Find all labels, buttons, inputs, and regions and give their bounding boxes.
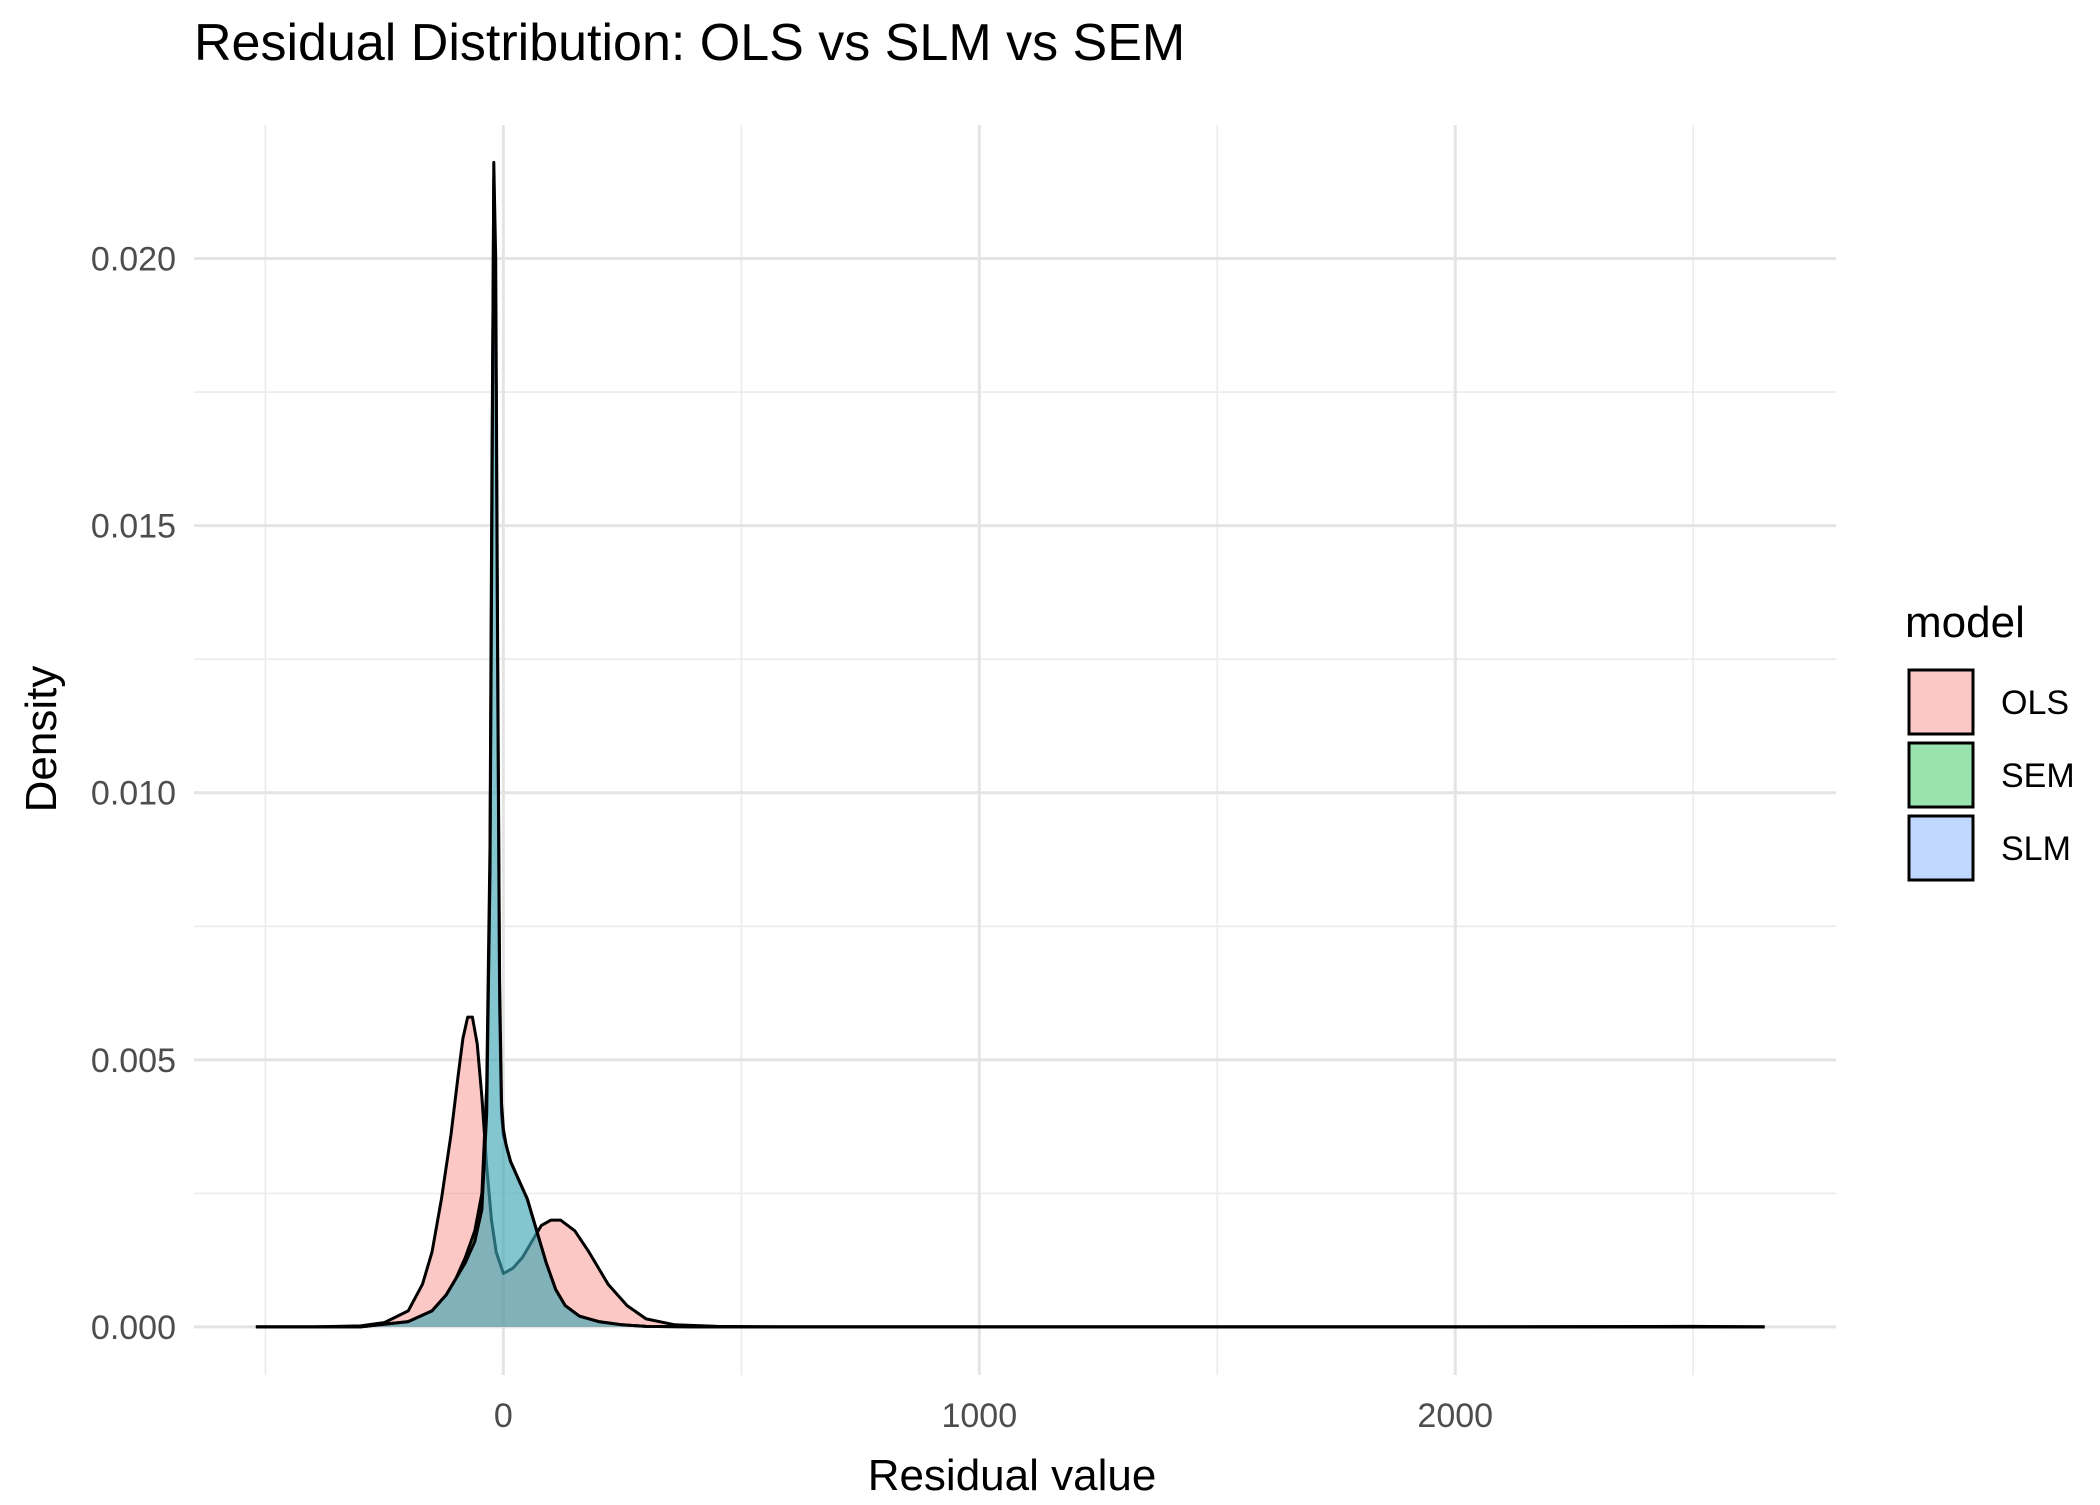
- legend: model OLS SEM SLM: [1905, 598, 2075, 882]
- y-tick-label: 0.015: [91, 508, 176, 546]
- x-tick-label: 2000: [1417, 1397, 1493, 1435]
- legend-key-ols: [1907, 668, 1975, 736]
- axis-layer: 0 1000 2000 0.000 0.005 0.010 0.015 0.020: [91, 241, 1493, 1435]
- legend-key-bg: [1907, 668, 1975, 736]
- legend-title: model: [1905, 598, 2025, 647]
- y-tick-label: 0.010: [91, 775, 176, 813]
- chart-title: Residual Distribution: OLS vs SLM vs SEM: [194, 14, 1185, 72]
- legend-key-bg: [1907, 741, 1975, 809]
- y-tick-label: 0.005: [91, 1042, 176, 1080]
- density-line-sem: [255, 176, 1765, 1329]
- legend-label-slm: SLM: [2001, 830, 2071, 868]
- legend-key-slm: [1907, 814, 1975, 882]
- y-axis-label: Density: [17, 666, 66, 813]
- x-axis-label: Residual value: [868, 1451, 1157, 1500]
- density-line-ols: [255, 1015, 1765, 1329]
- y-tick-label: 0.020: [91, 241, 176, 279]
- legend-key-bg: [1907, 814, 1975, 882]
- series-layer: [255, 160, 1765, 1329]
- legend-label-ols: OLS: [2001, 684, 2069, 722]
- grid-layer: [194, 125, 1836, 1375]
- legend-label-sem: SEM: [2001, 757, 2075, 795]
- density-line-slm: [255, 160, 1765, 1329]
- x-tick-label: 0: [494, 1397, 513, 1435]
- y-tick-label: 0.000: [91, 1309, 176, 1347]
- x-tick-label: 1000: [941, 1397, 1017, 1435]
- legend-key-sem: [1907, 741, 1975, 809]
